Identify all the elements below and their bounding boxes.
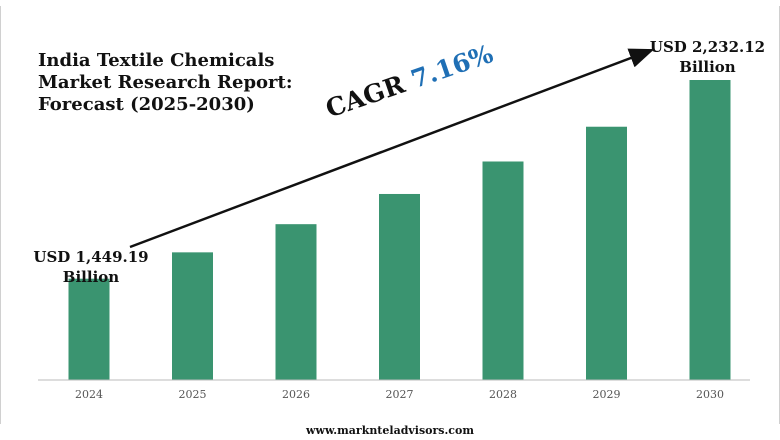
x-tick-label-2024: 2024	[75, 388, 103, 401]
end-value-label: USD 2,232.12 Billion	[640, 37, 775, 77]
x-tick-label-2030: 2030	[696, 388, 724, 401]
bar-2030	[689, 80, 731, 380]
bar-2026	[275, 224, 317, 380]
x-tick-label-2025: 2025	[179, 388, 207, 401]
growth-arrow	[129, 48, 655, 249]
bar-2024	[68, 278, 110, 380]
x-tick-label-2027: 2027	[386, 388, 414, 401]
bar-2025	[172, 252, 213, 380]
x-tick-label-2026: 2026	[282, 388, 310, 401]
frame-left-edge	[0, 6, 1, 424]
chart-title: India Textile Chemicals Market Research …	[38, 50, 298, 116]
end-value-amount: USD 2,232.12	[649, 38, 766, 56]
x-tick-label-2028: 2028	[489, 388, 517, 401]
start-value-unit: Billion	[62, 268, 120, 286]
title-line-2: Market Research Report:	[38, 72, 293, 93]
end-value-unit: Billion	[679, 58, 736, 76]
x-tick-label-2029: 2029	[593, 388, 621, 401]
start-value-label: USD 1,449.19 Billion	[30, 247, 152, 287]
footer-website: www.marknteladvisors.com	[306, 424, 474, 437]
title-line-3: Forecast (2025-2030)	[38, 94, 255, 115]
start-value-amount: USD 1,449.19	[33, 248, 149, 266]
title-line-1: India Textile Chemicals	[38, 50, 275, 71]
bar-2027	[379, 193, 420, 380]
bar-2029	[586, 126, 627, 380]
bar-2028	[482, 161, 524, 380]
